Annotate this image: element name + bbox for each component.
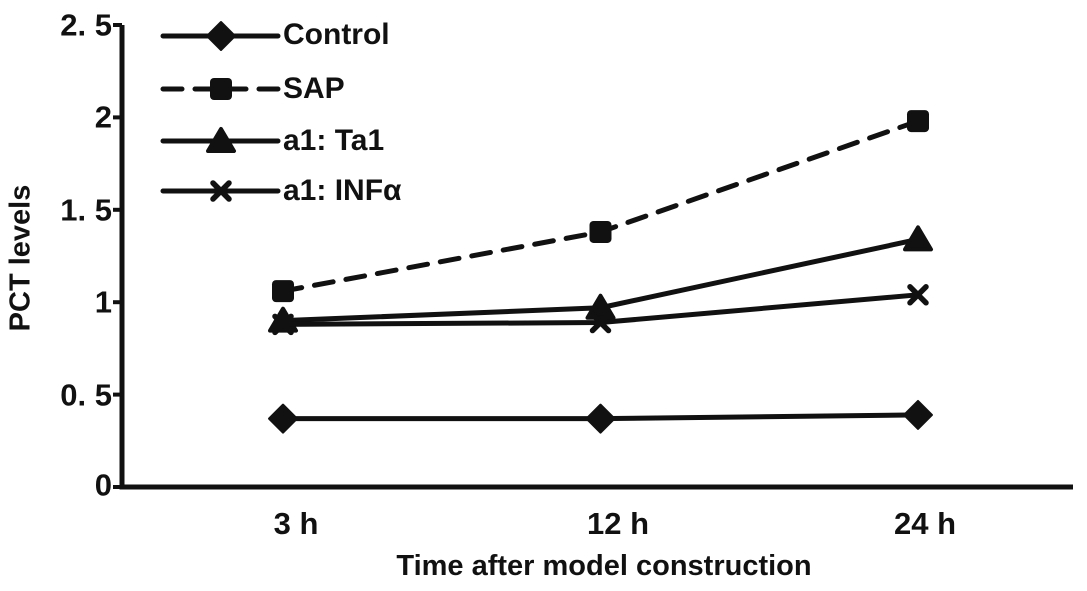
series-point-control xyxy=(585,403,616,434)
y-tick-label: 0 xyxy=(94,467,112,503)
x-tick-label: 24 h xyxy=(893,506,957,541)
legend-label-control: Control xyxy=(283,18,390,51)
y-tick-label: 1. 5 xyxy=(60,192,112,228)
series-point-a1-inf xyxy=(907,284,929,306)
legend-label-sap: SAP xyxy=(283,72,345,105)
series-point-a1-inf xyxy=(589,311,612,334)
series-point-sap xyxy=(589,220,612,243)
series-point-a1-ta1 xyxy=(903,225,933,252)
x-tick-label: 3 h xyxy=(273,506,319,541)
legend-key-marker-control xyxy=(206,21,236,51)
y-tick-label: 2. 5 xyxy=(60,7,112,43)
legend-label-a1-infa: a1: INFα xyxy=(283,174,402,207)
x-tick-label: 12 h xyxy=(586,506,650,541)
y-tick-label: 0. 5 xyxy=(60,377,112,413)
legend-key-marker-a1-ta1 xyxy=(206,127,236,153)
x-axis-title: Time after model construction xyxy=(396,550,812,582)
y-axis-title: PCT levels xyxy=(4,184,37,332)
legend-key-marker-a1-inf xyxy=(210,180,232,202)
series-point-a1-inf xyxy=(272,313,294,336)
series-point-control xyxy=(268,403,298,434)
series-point-sap xyxy=(272,280,294,303)
legend-label-a1-ta1: a1: Ta1 xyxy=(283,124,385,157)
series-point-control xyxy=(903,399,933,430)
legend-key-marker-sap xyxy=(210,78,232,100)
y-tick-label: 1 xyxy=(94,284,112,320)
y-tick-label: 2 xyxy=(94,99,112,135)
series-point-sap xyxy=(907,110,929,133)
